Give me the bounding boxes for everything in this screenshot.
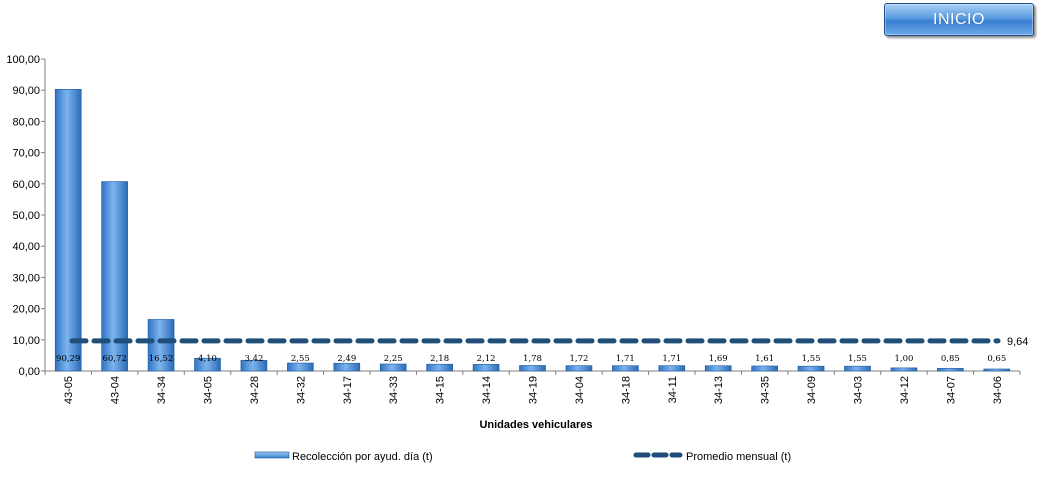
bar-data-label: 1,55	[848, 354, 867, 364]
bar	[797, 365, 825, 372]
y-tick-label: 20,00	[12, 304, 40, 316]
x-tick-label: 34-06	[992, 376, 1004, 404]
x-tick-label: 34-28	[249, 376, 261, 404]
x-tick-label: 34-32	[295, 376, 307, 404]
x-tick-label: 34-04	[574, 376, 586, 404]
x-tick-label: 34-09	[806, 376, 818, 404]
y-tick-label: 90,00	[12, 85, 40, 97]
bar	[194, 357, 221, 372]
bar	[472, 364, 500, 372]
x-tick-label: 34-19	[528, 376, 540, 404]
x-tick-label: 34-12	[899, 376, 911, 404]
bar	[844, 365, 871, 372]
x-tick-label: 34-03	[853, 376, 865, 404]
bar	[704, 365, 732, 372]
average-line-label: 9,64	[1007, 336, 1028, 348]
legend-bar-swatch	[254, 451, 290, 459]
y-tick-label: 10,00	[12, 335, 40, 347]
bar-data-label: 16,52	[149, 354, 173, 364]
x-tick-label: 43-04	[110, 376, 122, 404]
bar	[54, 88, 82, 372]
y-tick-label: 30,00	[12, 272, 40, 284]
bar	[147, 319, 175, 372]
x-tick-label: 34-05	[203, 376, 215, 404]
bar	[565, 365, 593, 372]
bar	[519, 365, 546, 372]
bar-data-label: 60,72	[102, 354, 126, 364]
y-tick-label: 80,00	[12, 116, 40, 128]
bar-data-label: 1,72	[569, 354, 588, 364]
bar-data-label: 0,65	[987, 354, 1006, 364]
bar	[658, 365, 686, 372]
bar	[983, 368, 1011, 372]
legend-bar-label: Recolección por ayud. día (t)	[292, 451, 433, 463]
y-tick-label: 100,00	[6, 54, 40, 66]
bar-data-label: 2,25	[384, 354, 403, 364]
y-tick-label: 50,00	[12, 210, 40, 222]
bar	[240, 360, 268, 372]
x-tick-label: 34-14	[481, 376, 493, 404]
x-tick-label: 34-18	[620, 376, 632, 404]
x-tick-label: 34-13	[713, 376, 725, 404]
bar-data-label: 2,18	[430, 354, 449, 364]
y-tick-label: 60,00	[12, 179, 40, 191]
bar	[751, 365, 778, 372]
bar	[890, 367, 918, 372]
y-tick-label: 0,00	[19, 366, 40, 378]
x-tick-label: 43-05	[63, 376, 75, 404]
bar	[379, 363, 407, 372]
bar-data-label: 4,10	[198, 354, 217, 364]
x-tick-label: 34-33	[388, 376, 400, 404]
legend-line-label: Promedio mensual (t)	[686, 451, 791, 463]
bar-data-label: 1,61	[755, 354, 774, 364]
x-tick-label: 34-07	[945, 376, 957, 404]
bar	[426, 363, 453, 372]
bar-data-label: 1,69	[709, 354, 728, 364]
inicio-button[interactable]: INICIO	[884, 3, 1034, 36]
bar-data-label: 3,42	[244, 354, 263, 364]
x-axis-title: Unidades vehiculares	[479, 419, 592, 431]
bar-data-label: 0,85	[941, 354, 960, 364]
bar	[937, 368, 964, 372]
bar	[612, 365, 639, 372]
bar-data-label: 1,71	[616, 354, 635, 364]
bar-data-label: 1,78	[523, 354, 542, 364]
bar-data-label: 1,00	[894, 354, 913, 364]
x-tick-label: 34-15	[435, 376, 447, 404]
bar-data-label: 1,55	[802, 354, 821, 364]
y-tick-label: 70,00	[12, 148, 40, 160]
x-tick-label: 34-35	[760, 376, 772, 404]
x-tick-label: 34-34	[156, 376, 168, 404]
bar-data-label: 2,49	[337, 354, 356, 364]
bar-data-label: 2,55	[291, 354, 310, 364]
y-tick-label: 40,00	[12, 241, 40, 253]
x-tick-label: 34-11	[667, 376, 679, 403]
bar-data-label: 90,29	[56, 354, 80, 364]
x-tick-label: 34-17	[342, 376, 354, 404]
bar	[333, 362, 361, 372]
bar-data-label: 2,12	[477, 354, 496, 364]
bar	[287, 362, 314, 372]
bar-data-label: 1,71	[662, 354, 681, 364]
